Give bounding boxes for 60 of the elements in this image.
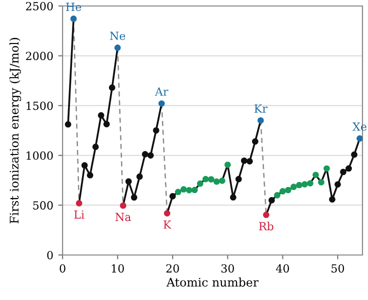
point (92, 144, 99, 150)
point (208, 176, 214, 182)
point (125, 178, 132, 185)
point (196, 180, 204, 187)
point (136, 173, 143, 180)
y-tick-label: 1000 (26, 151, 53, 160)
point (152, 127, 160, 134)
y-tick-label: 2500 (26, 2, 53, 10)
point (296, 182, 302, 188)
point (318, 179, 324, 186)
point (81, 162, 88, 169)
annotation: Li (74, 210, 84, 219)
point (324, 165, 330, 172)
point (164, 210, 170, 216)
point (86, 172, 94, 178)
y-tick-label: 2000 (26, 52, 53, 60)
annotation: K (164, 220, 172, 229)
annotation: He (66, 2, 82, 12)
y-tick-label: 0 (47, 250, 53, 260)
x-tick-label: 20 (166, 264, 179, 273)
x-tick-label: 40 (276, 264, 290, 273)
annotation: Ne (110, 32, 126, 40)
point (186, 186, 192, 194)
point (290, 184, 297, 190)
y-tick-label: 500 (33, 201, 53, 210)
point (213, 178, 220, 185)
point (76, 200, 82, 206)
x-tick-label: 0 (60, 264, 66, 273)
point (274, 192, 280, 198)
y-axis-title: First ionization energy (kJ/mol) (9, 38, 22, 224)
point (218, 178, 226, 184)
y-tick-label: 1500 (26, 102, 53, 110)
point (312, 172, 319, 178)
annotation: Rb (259, 222, 274, 230)
annotation: Kr (254, 104, 268, 113)
x-tick-label: 10 (112, 264, 124, 273)
point (202, 176, 209, 182)
point (70, 16, 77, 22)
point (307, 180, 314, 186)
point (120, 202, 126, 209)
point (174, 188, 182, 196)
point (191, 186, 198, 194)
x-tick-label: 50 (332, 264, 344, 273)
point (147, 152, 154, 159)
point (279, 188, 286, 194)
point (224, 162, 231, 168)
point (98, 112, 104, 119)
point (302, 181, 308, 188)
point (142, 151, 148, 158)
x-tick-label: 30 (221, 264, 234, 273)
x-axis-title: Atomic number (166, 278, 259, 287)
point (103, 120, 110, 128)
point (180, 186, 187, 193)
annotation: Na (115, 212, 131, 222)
point (130, 194, 138, 201)
point (284, 186, 292, 194)
annotation: Ar (154, 88, 168, 96)
point (108, 84, 116, 91)
point (262, 212, 270, 218)
annotation: Xe (352, 122, 366, 131)
